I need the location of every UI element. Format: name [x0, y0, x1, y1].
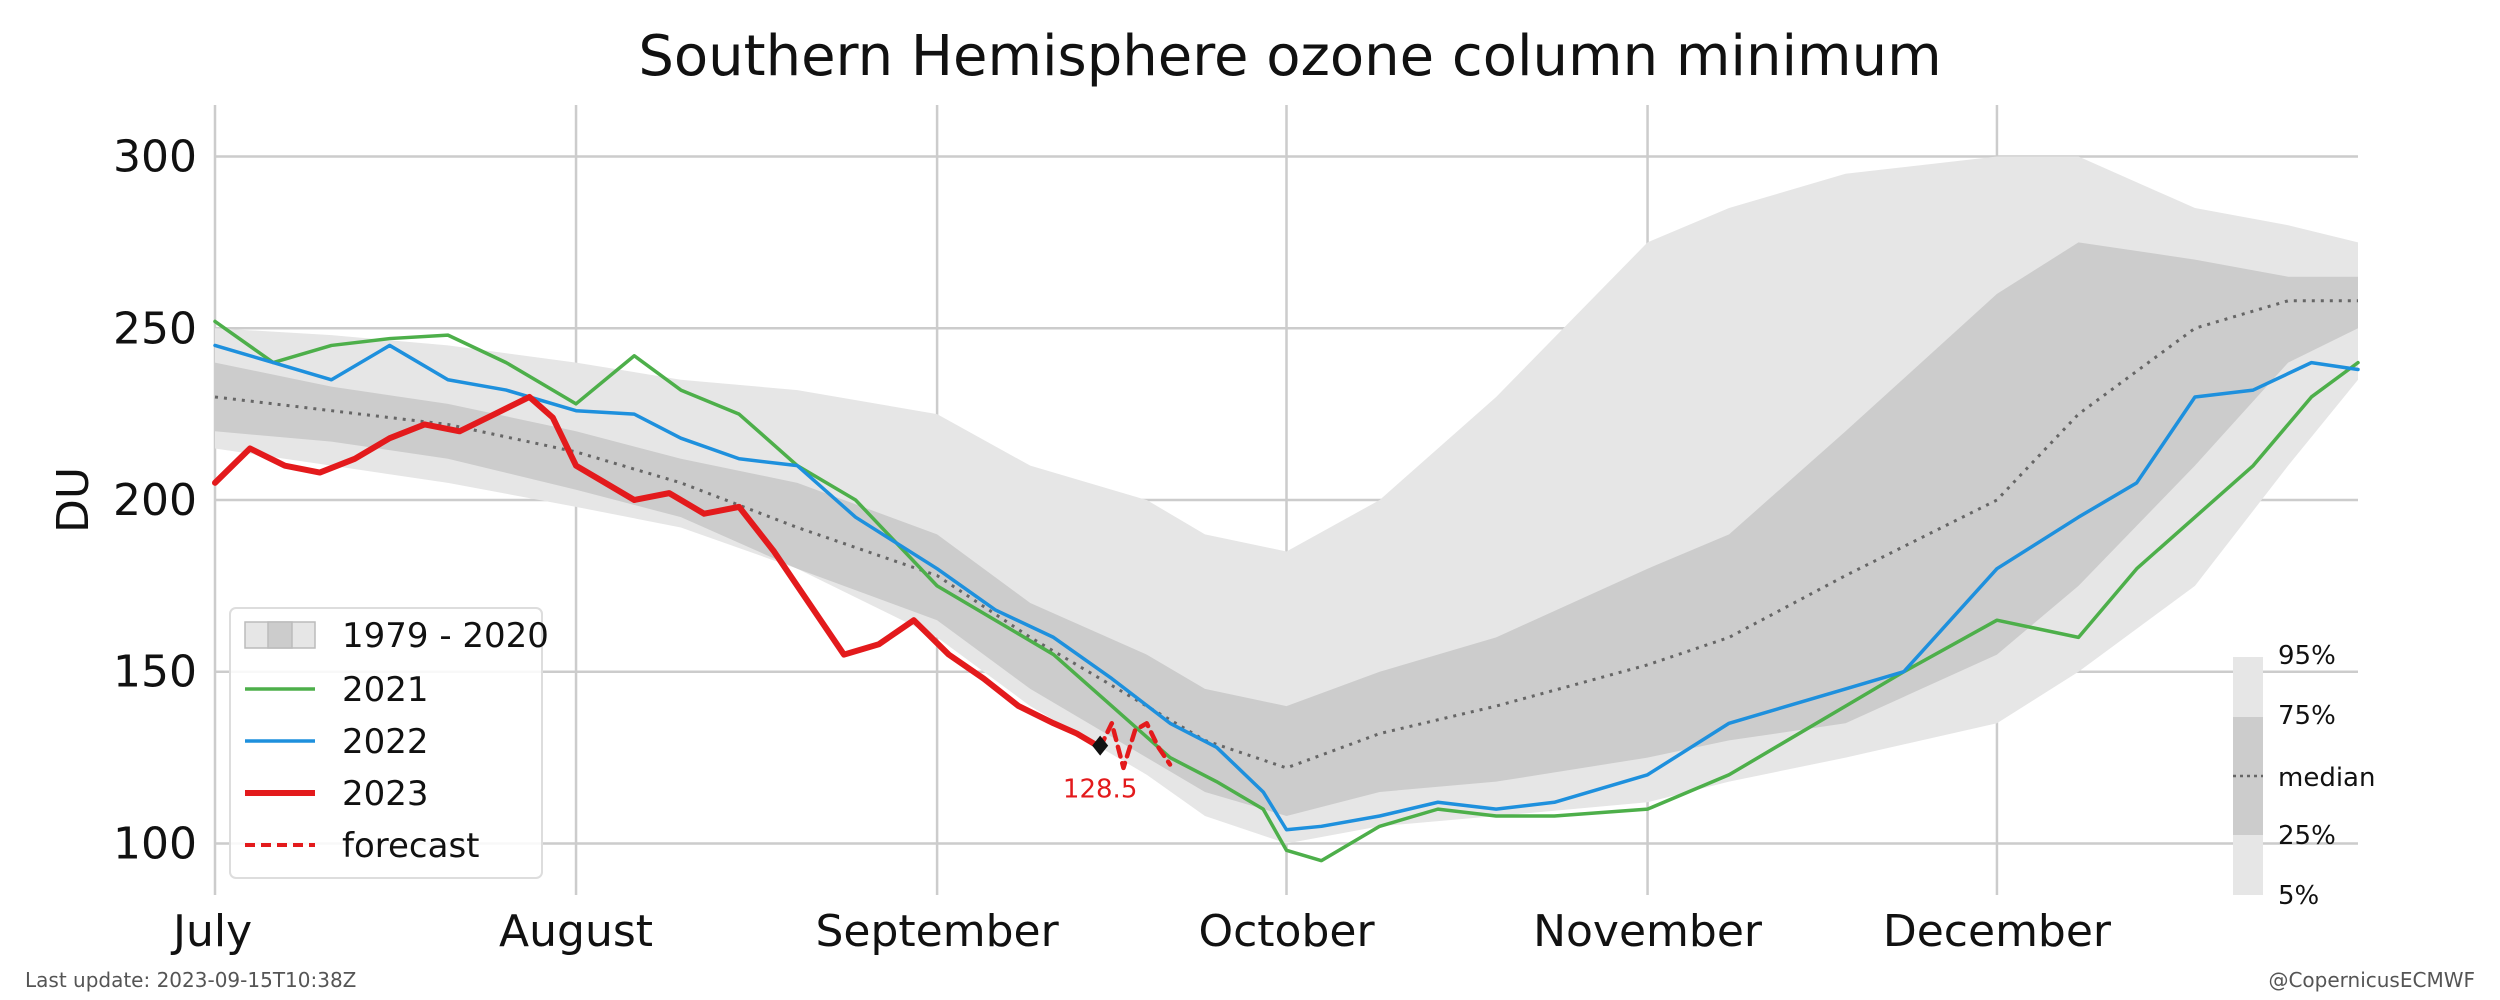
- chart-title: Southern Hemisphere ozone column minimum: [638, 24, 1941, 89]
- value-label-128-5: 128.5: [1063, 775, 1137, 805]
- x-tick-october: October: [1198, 906, 1375, 957]
- y-tick-300: 300: [113, 132, 197, 183]
- y-tick-150: 150: [113, 647, 197, 698]
- annotation-marker: [1092, 735, 1109, 756]
- y-axis-label: DU: [48, 467, 99, 533]
- legend-box: [229, 607, 543, 879]
- x-tick-august: August: [499, 906, 653, 957]
- climatology-bands: [214, 156, 2358, 844]
- legend-label-climatology: 1979 - 2020: [342, 616, 549, 656]
- last-update: Last update: 2023-09-15T10:38Z: [25, 968, 356, 992]
- legend-swatch-climatology: [244, 621, 316, 649]
- series-lines: [212, 319, 2360, 863]
- y-tick-250: 250: [113, 303, 197, 354]
- credit: @CopernicusECMWF: [2268, 968, 2475, 992]
- percentile-legend: 95% 75% median 25% 5%: [2233, 641, 2375, 911]
- y-tick-100: 100: [113, 818, 197, 869]
- legend-label-forecast: forecast: [342, 826, 480, 866]
- axis-ticks: 100 150 200 250 300 July August September Octobe…: [113, 132, 2112, 957]
- band-p25-p75: [215, 242, 2358, 817]
- percentile-25: 25%: [2278, 821, 2336, 851]
- legend-label-2022: 2022: [342, 722, 429, 762]
- x-tick-september: September: [815, 906, 1059, 957]
- legend-label-2021: 2021: [342, 670, 429, 710]
- percentile-median: median: [2278, 763, 2375, 793]
- x-tick-december: December: [1883, 906, 2112, 957]
- y-tick-200: 200: [113, 475, 197, 526]
- series-line-2023: [212, 393, 1104, 751]
- legend-label-2023: 2023: [342, 774, 429, 814]
- x-tick-november: November: [1533, 906, 1763, 957]
- series-line-2022: [213, 343, 2360, 832]
- legend: 1979 - 2020 2021 2022 2023 forecast: [229, 607, 549, 879]
- percentile-75: 75%: [2278, 701, 2336, 731]
- percentile-5: 5%: [2278, 881, 2319, 911]
- x-tick-july: July: [170, 906, 252, 957]
- percentile-95: 95%: [2278, 641, 2336, 671]
- series-line-2021: [213, 319, 2360, 863]
- series-line-forecast: [1097, 721, 1173, 771]
- median-line: [214, 299, 2358, 770]
